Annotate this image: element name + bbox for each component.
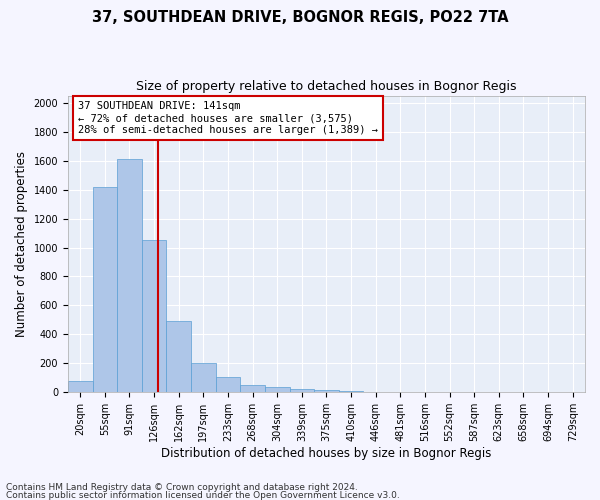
Bar xyxy=(191,362,215,392)
Bar xyxy=(339,391,364,392)
Bar xyxy=(240,385,265,392)
Text: 37, SOUTHDEAN DRIVE, BOGNOR REGIS, PO22 7TA: 37, SOUTHDEAN DRIVE, BOGNOR REGIS, PO22 … xyxy=(92,10,508,25)
X-axis label: Distribution of detached houses by size in Bognor Regis: Distribution of detached houses by size … xyxy=(161,447,491,460)
Bar xyxy=(166,322,191,392)
Bar xyxy=(92,186,117,392)
Bar xyxy=(314,390,339,392)
Y-axis label: Number of detached properties: Number of detached properties xyxy=(15,151,28,337)
Title: Size of property relative to detached houses in Bognor Regis: Size of property relative to detached ho… xyxy=(136,80,517,93)
Text: Contains HM Land Registry data © Crown copyright and database right 2024.: Contains HM Land Registry data © Crown c… xyxy=(6,484,358,492)
Bar xyxy=(142,240,166,392)
Text: 37 SOUTHDEAN DRIVE: 141sqm
← 72% of detached houses are smaller (3,575)
28% of s: 37 SOUTHDEAN DRIVE: 141sqm ← 72% of deta… xyxy=(78,102,378,134)
Text: Contains public sector information licensed under the Open Government Licence v3: Contains public sector information licen… xyxy=(6,490,400,500)
Bar xyxy=(68,380,92,392)
Bar xyxy=(265,387,290,392)
Bar xyxy=(290,388,314,392)
Bar xyxy=(117,159,142,392)
Bar xyxy=(215,377,240,392)
